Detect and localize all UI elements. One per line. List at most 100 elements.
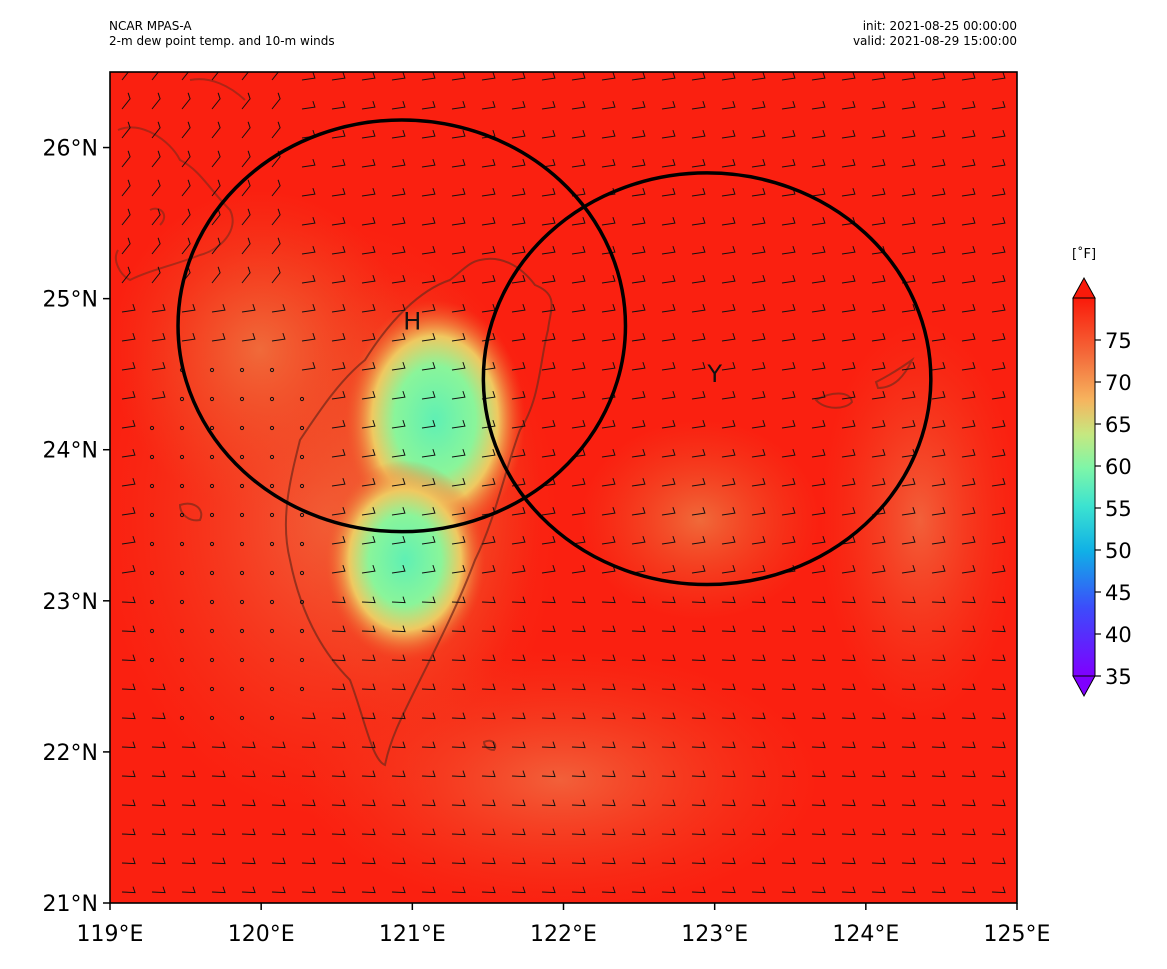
calm-wind-marker	[179, 657, 185, 663]
wind-barb	[661, 625, 676, 633]
wind-barb	[961, 741, 976, 749]
wind-barb	[541, 886, 556, 894]
wind-barb	[901, 361, 916, 371]
wind-barb	[241, 121, 251, 139]
wind-barb	[811, 72, 826, 81]
wind-barb	[841, 419, 856, 429]
wind-barb	[331, 419, 346, 429]
wind-barb	[811, 654, 826, 662]
wind-barb	[121, 625, 136, 633]
wind-barb	[391, 799, 406, 807]
wind-barb	[151, 770, 166, 778]
wind-barb	[991, 799, 1006, 807]
wind-barb	[481, 596, 496, 604]
wind-barb	[331, 564, 346, 574]
wind-barb	[931, 332, 946, 342]
wind-barb	[991, 683, 1006, 691]
wind-barb	[271, 303, 286, 313]
wind-barb	[691, 216, 706, 226]
wind-barb	[391, 683, 406, 691]
wind-barb	[541, 187, 556, 197]
wind-barb	[361, 332, 376, 342]
wind-barb	[601, 477, 616, 487]
wind-barb	[241, 857, 256, 865]
wind-barb	[331, 72, 346, 81]
calm-wind-marker	[179, 512, 185, 518]
wind-barb	[181, 828, 196, 836]
wind-barb	[991, 361, 1006, 371]
wind-barb	[451, 390, 466, 400]
wind-barb	[601, 100, 616, 110]
wind-barb	[301, 245, 316, 255]
wind-barb	[691, 303, 706, 313]
wind-barb	[961, 596, 976, 604]
wind-barb	[661, 477, 676, 487]
wind-barb	[721, 477, 736, 487]
wind-barb	[721, 828, 736, 836]
wind-barb	[361, 361, 376, 371]
wind-barb	[961, 448, 976, 458]
wind-barb	[481, 625, 496, 633]
wind-barb	[541, 303, 556, 313]
wind-barb	[811, 625, 826, 633]
wind-barb	[901, 770, 916, 778]
lon-tick-label: 125°E	[984, 922, 1051, 947]
wind-barb	[481, 654, 496, 662]
wind-barb	[811, 477, 826, 487]
wind-barb	[391, 361, 406, 371]
calm-wind-marker	[239, 628, 245, 634]
wind-barb	[631, 770, 646, 778]
wind-barb	[181, 72, 189, 81]
wind-barb	[961, 683, 976, 691]
wind-barb	[631, 683, 646, 691]
wind-barb	[481, 828, 496, 836]
wind-barb	[721, 770, 736, 778]
wind-barb	[631, 741, 646, 749]
wind-barb	[331, 361, 346, 371]
wind-barb	[481, 477, 496, 487]
wind-barb	[901, 654, 916, 662]
wind-barb	[511, 857, 526, 865]
wind-barb	[901, 712, 916, 720]
calm-wind-marker	[179, 425, 185, 431]
wind-barb	[451, 886, 466, 894]
lon-tick-label: 120°E	[228, 922, 295, 947]
wind-barb	[691, 274, 706, 284]
wind-barb	[331, 390, 346, 400]
calm-wind-marker	[269, 396, 275, 402]
taiwan-coastline	[284, 257, 553, 767]
wind-barb	[721, 564, 736, 574]
wind-barb	[271, 237, 281, 255]
wind-barb	[961, 245, 976, 255]
wind-barb	[631, 886, 646, 894]
wind-barb	[601, 303, 616, 313]
wind-barb	[871, 654, 886, 662]
wind-barb	[841, 828, 856, 836]
wind-barb	[571, 216, 586, 226]
wind-barb	[571, 332, 586, 342]
wind-barb	[511, 158, 526, 168]
calm-wind-marker	[299, 599, 305, 605]
wind-barb	[601, 72, 616, 81]
wind-barb	[661, 448, 676, 458]
wind-barb	[451, 419, 466, 429]
wind-barb	[391, 448, 406, 458]
wind-barb	[991, 564, 1006, 574]
wind-barb	[391, 886, 406, 894]
wind-barb	[511, 361, 526, 371]
wind-barb	[151, 332, 166, 342]
wind-barb	[451, 828, 466, 836]
wind-barb	[181, 770, 196, 778]
wind-barb	[781, 361, 796, 371]
lat-tick-label: 26°N	[43, 137, 98, 162]
wind-barb	[541, 129, 556, 139]
wind-barb	[211, 886, 226, 894]
wind-barb	[271, 886, 286, 894]
wind-barb	[691, 72, 706, 81]
wind-barb	[511, 741, 526, 749]
wind-barb	[421, 187, 436, 197]
wind-barb	[481, 419, 496, 429]
wind-barb	[511, 216, 526, 226]
wind-barb	[511, 683, 526, 691]
wind-barb	[931, 535, 946, 545]
